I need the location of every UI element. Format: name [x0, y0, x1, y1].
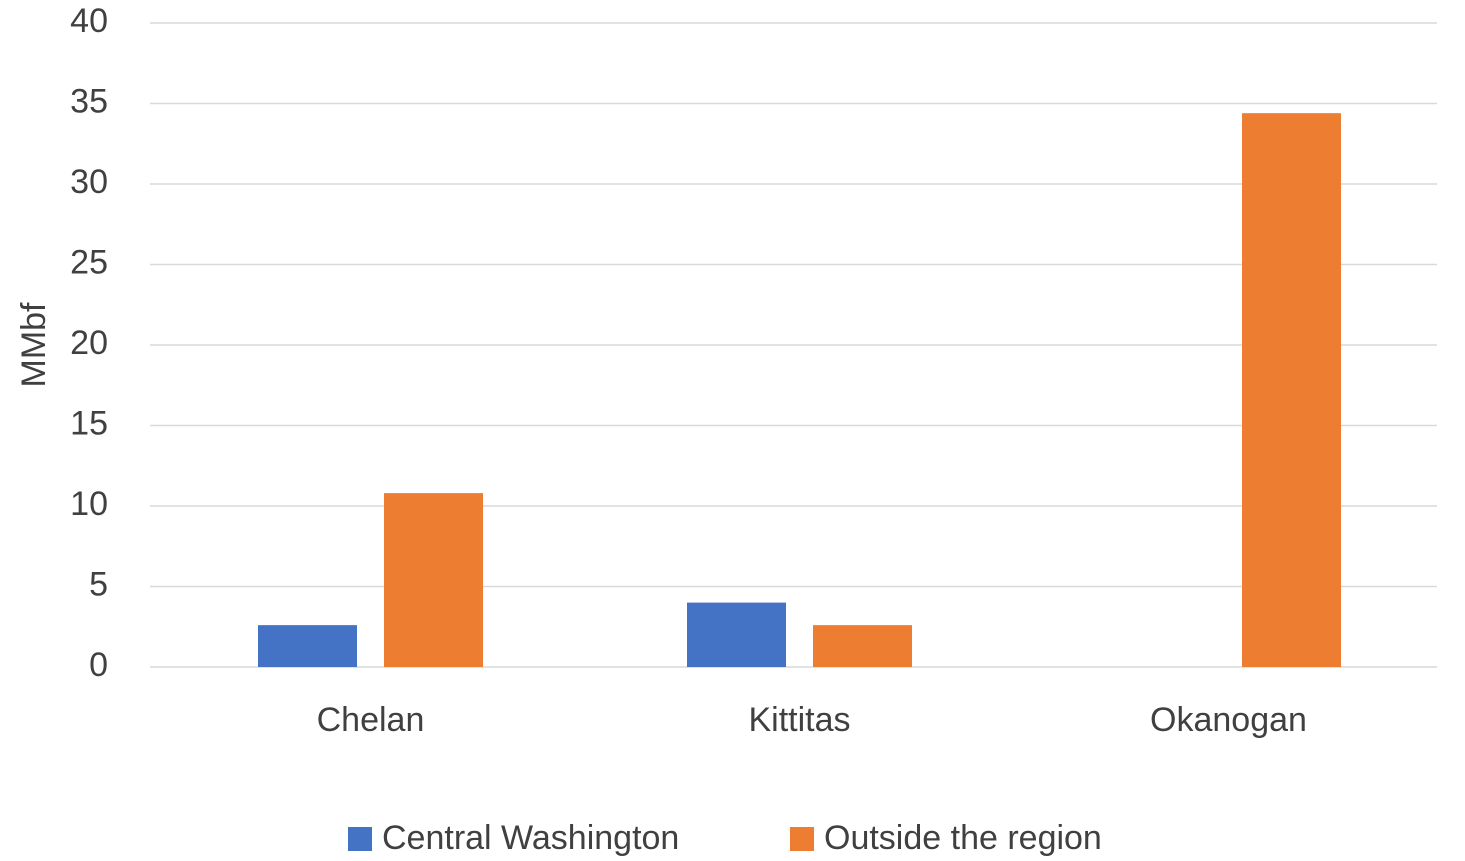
y-tick-label: 30 [70, 163, 108, 201]
legend-swatch [790, 827, 814, 851]
y-tick-label: 20 [70, 324, 108, 362]
y-tick-label: 0 [89, 646, 108, 684]
bar [258, 625, 357, 667]
y-axis-label: MMbf [15, 302, 53, 388]
y-tick-label: 35 [70, 82, 108, 120]
x-tick-label: Okanogan [1150, 701, 1307, 739]
y-tick-label: 40 [70, 2, 108, 40]
y-tick-label: 10 [70, 485, 108, 523]
bar [1242, 113, 1341, 667]
y-tick-label: 15 [70, 404, 108, 442]
bar [687, 602, 786, 667]
y-tick-label: 5 [89, 565, 108, 603]
legend-label: Outside the region [824, 819, 1102, 857]
bar [384, 493, 483, 667]
x-tick-label: Chelan [317, 701, 425, 739]
x-tick-label: Kittitas [748, 701, 850, 739]
y-tick-label: 25 [70, 243, 108, 281]
bar [813, 625, 912, 667]
legend-label: Central Washington [382, 819, 679, 857]
legend-swatch [348, 827, 372, 851]
